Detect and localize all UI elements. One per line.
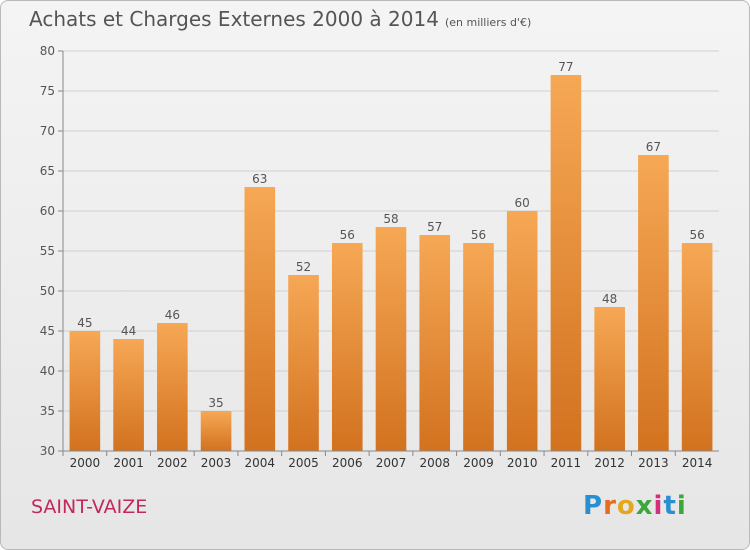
data-label: 63 [252,172,267,186]
y-tick-label: 40 [40,364,55,378]
logo-letter: P [583,491,604,521]
x-tick-label: 2002 [157,456,188,470]
bar [638,155,669,451]
data-label: 56 [340,228,355,242]
data-label: 57 [427,220,442,234]
bar [681,243,713,451]
x-tick-label: 2014 [682,456,713,470]
x-tick-label: 2009 [463,456,494,470]
logo-letter: i [676,491,687,521]
x-tick-label: 2013 [638,456,669,470]
logo-letter: i [653,491,664,521]
y-tick-label: 30 [40,444,55,458]
bar [69,331,101,451]
bar [594,307,625,451]
logo-letter: r [603,491,617,521]
y-tick-label: 70 [40,124,55,138]
chart-title: Achats et Charges Externes 2000 à 2014 (e… [29,7,531,31]
data-label: 48 [602,292,617,306]
data-label: 58 [383,212,398,226]
logo-letter: x [635,491,654,521]
data-label: 44 [121,324,136,338]
y-tick-label: 55 [40,244,55,258]
y-tick-label: 75 [40,84,55,98]
commune-name: SAINT-VAIZE [31,496,148,518]
bar [157,323,188,451]
data-label: 56 [689,228,704,242]
y-tick-label: 80 [40,44,55,58]
bar [113,339,144,451]
x-tick-label: 2010 [507,456,538,470]
x-tick-label: 2007 [376,456,407,470]
data-label: 35 [208,396,223,410]
title-text: Achats et Charges Externes 2000 à 2014 [29,7,439,31]
y-tick-label: 35 [40,404,55,418]
logo-letter: t [663,491,677,521]
bar [419,235,451,451]
x-tick-label: 2004 [245,456,276,470]
data-label: 52 [296,260,311,274]
x-tick-label: 2000 [70,456,101,470]
bar [506,211,538,451]
bar [375,227,407,451]
data-label: 67 [646,140,661,154]
x-tick-label: 2001 [113,456,144,470]
data-label: 56 [471,228,486,242]
y-tick-label: 60 [40,204,55,218]
data-label: 60 [515,196,530,210]
y-tick-label: 45 [40,324,55,338]
proxiti-logo: Proxiti [583,491,687,521]
chart-subtitle: (en milliers d'€) [444,16,532,29]
logo-letter: o [616,491,636,521]
x-tick-label: 2006 [332,456,363,470]
bar [331,243,363,451]
y-tick-label: 65 [40,164,55,178]
data-label: 45 [77,316,92,330]
y-tick-label: 50 [40,284,55,298]
x-tick-label: 2005 [288,456,319,470]
data-label: 77 [558,60,573,74]
bar [463,243,494,451]
x-tick-label: 2012 [594,456,625,470]
bar [244,187,276,451]
bar [288,275,319,451]
data-label: 46 [165,308,180,322]
x-tick-label: 2011 [551,456,582,470]
bar [550,75,582,451]
bar [200,411,232,451]
x-tick-label: 2003 [201,456,232,470]
x-tick-label: 2008 [419,456,450,470]
